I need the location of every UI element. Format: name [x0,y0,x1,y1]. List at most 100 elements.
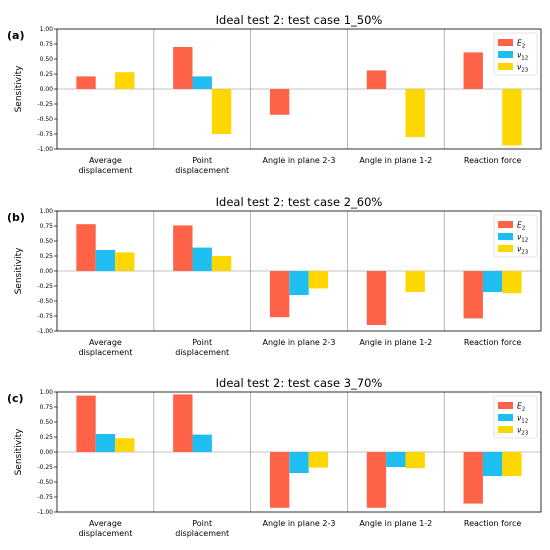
chart-title: Ideal test 2: test case 1_50% [216,13,383,27]
chart-panel-1: Ideal test 2: test case 1_50% (a) 1.00 0.75… [7,13,542,175]
bar-ν23-3 [308,271,329,289]
panel-label: (b) [7,211,25,224]
category-label: Average displacement [78,338,132,357]
y-tick-label: -0.50 [37,298,53,305]
y-axis-label: Sensitivity [14,428,24,476]
y-tick-label: 0.00 [40,449,54,456]
bar-E2-4 [366,452,387,508]
category-label: Average displacement [78,156,132,175]
legend-swatch [498,233,513,240]
bar-E2-5 [463,271,483,319]
legend-entry: ν12 [517,51,528,62]
bar-ν12-2 [192,247,212,271]
y-tick-label: -0.50 [37,116,53,123]
bar-E2-1 [76,76,96,89]
bar-E2-2 [173,47,193,89]
bar-ν12-5 [482,271,503,292]
category-label: Reaction force [464,156,522,165]
bar-E2-2 [173,394,193,452]
bar-ν23-5 [502,89,522,146]
y-tick-label: 0.75 [40,404,54,411]
category-label: Angle in plane 1-2 [359,338,432,347]
bar-E2-3 [269,89,290,115]
y-tick-label: 0.50 [40,56,54,63]
legend-entry: ν23 [517,245,529,256]
category-label: Point displacement [175,519,229,538]
bar-ν12-1 [95,434,116,452]
legend-entry: E2 [517,402,525,413]
bar-E2-2 [173,225,193,271]
bar-ν23-3 [308,452,329,468]
y-tick-label: 0.25 [40,434,54,441]
legend-entry: ν12 [517,414,528,425]
y-tick-label: 0.50 [40,238,54,245]
chart-panel-2: Ideal test 2: test case 2_60% (b) 1.00 0.75… [7,195,542,357]
category-label: Reaction force [464,338,522,347]
y-axis-label: Sensitivity [14,247,24,295]
y-tick-label: 1.00 [40,26,54,33]
y-tick-label: 0.75 [40,41,54,48]
y-tick-label: 1.00 [40,208,54,215]
y-tick-label: -0.75 [37,313,53,320]
legend-entry: E2 [517,221,525,232]
bar-ν23-2 [211,256,232,271]
panel-label: (c) [7,392,24,405]
bar-ν12-3 [289,271,309,295]
bar-ν12-2 [192,76,212,89]
y-tick-label: 0.25 [40,71,54,78]
bar-E2-5 [463,52,483,89]
category-label: Angle in plane 1-2 [359,156,432,165]
y-tick-label: 1.00 [40,389,54,396]
bar-ν12-5 [482,452,503,476]
bar-ν23-1 [115,438,135,452]
chart-title: Ideal test 2: test case 3_70% [216,376,383,390]
legend-swatch [498,245,513,252]
legend-swatch [498,51,513,58]
bar-ν12-2 [192,434,212,452]
bar-E2-5 [463,452,483,504]
y-tick-label: -0.75 [37,131,53,138]
bar-ν23-4 [405,271,425,292]
category-label: Reaction force [464,519,522,528]
bar-ν12-1 [95,250,116,271]
y-tick-label: -0.50 [37,479,53,486]
y-tick-label: 0.00 [40,86,54,93]
bar-ν23-5 [502,271,522,294]
category-label: Average displacement [78,519,132,538]
legend-swatch [498,426,513,433]
y-tick-label: -1.00 [37,328,53,335]
category-label: Angle in plane 1-2 [359,519,432,528]
bar-E2-1 [76,224,96,271]
category-label: Point displacement [175,338,229,357]
y-tick-label: 0.00 [40,268,54,275]
panel-label: (a) [7,29,24,42]
bar-ν23-2 [211,89,232,134]
bar-E2-4 [366,271,387,325]
y-tick-label: -1.00 [37,146,53,153]
y-tick-label: 0.50 [40,419,54,426]
y-tick-label: -0.25 [37,283,53,290]
y-axis-label: Sensitivity [14,65,24,113]
legend-entry: ν23 [517,426,529,437]
legend-swatch [498,414,513,421]
y-tick-label: -1.00 [37,509,53,516]
chart-panel-3: Ideal test 2: test case 3_70% (c) 1.00 0.75… [7,376,542,538]
category-label: Angle in plane 2-3 [263,156,336,165]
chart-title: Ideal test 2: test case 2_60% [216,195,383,209]
legend-swatch [498,402,513,409]
y-tick-label: -0.75 [37,494,53,501]
bar-E2-3 [269,271,290,318]
bar-E2-3 [269,452,290,508]
bar-ν23-4 [405,89,425,137]
legend-entry: ν23 [517,63,529,74]
bar-E2-4 [366,70,387,89]
y-tick-label: -0.25 [37,101,53,108]
y-tick-label: 0.25 [40,253,54,260]
legend-swatch [498,63,513,70]
bar-ν12-3 [289,452,309,473]
legend-swatch [498,221,513,228]
